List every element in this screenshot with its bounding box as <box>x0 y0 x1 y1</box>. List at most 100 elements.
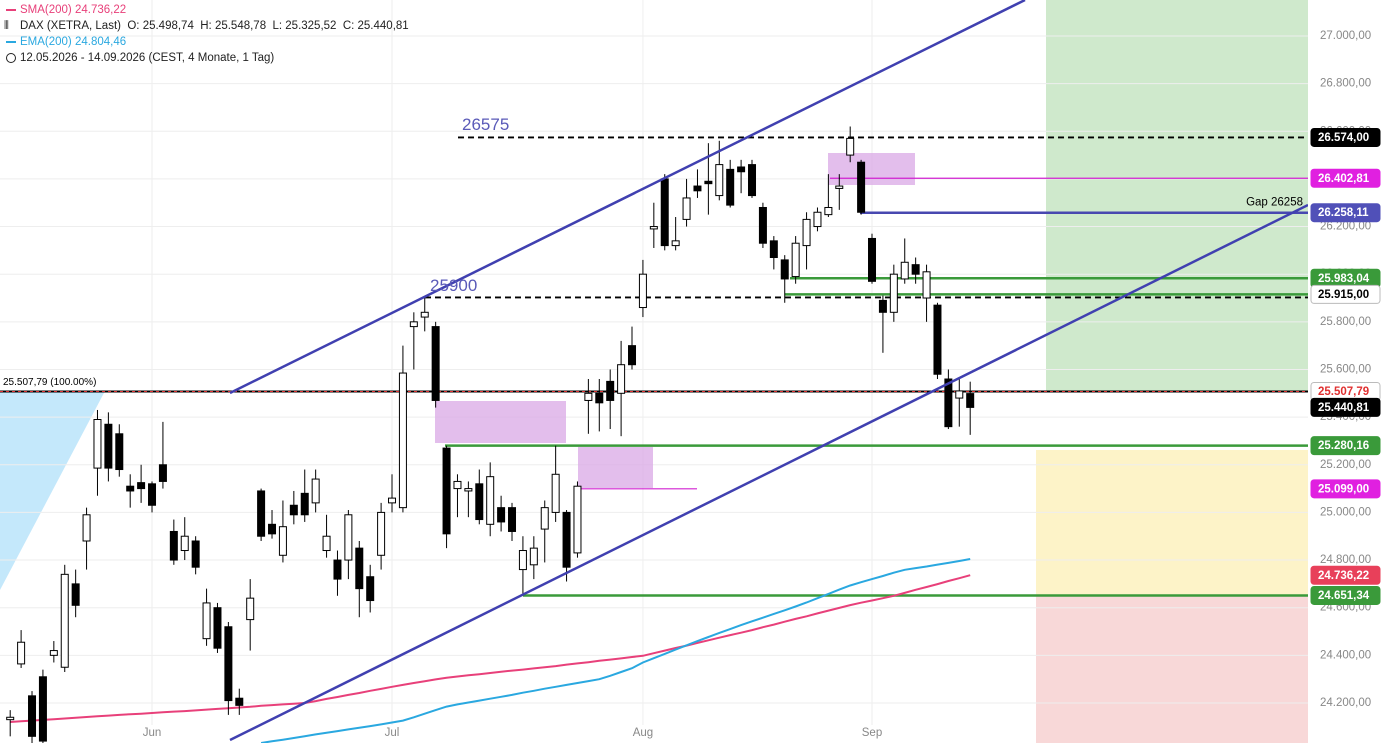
price-badge-label: 25.280,16 <box>1318 440 1369 452</box>
candle-body <box>268 523 277 535</box>
candle-body <box>802 218 811 247</box>
candle-body <box>366 576 375 602</box>
candle-body <box>857 161 866 213</box>
candle-body <box>846 137 855 156</box>
y-tick-label: 27.000,00 <box>1320 30 1371 42</box>
candle-body <box>475 483 484 521</box>
ma-line <box>10 574 971 723</box>
candle-body <box>322 535 331 552</box>
risk-zone <box>1036 595 1308 743</box>
candle-body <box>60 573 69 668</box>
candle-body <box>180 535 189 552</box>
x-tick-label: Jul <box>385 727 400 739</box>
candle-body <box>431 326 440 401</box>
candle-body <box>333 559 342 580</box>
candle-body <box>17 641 26 665</box>
candle-body <box>693 185 702 192</box>
candle-body <box>158 464 167 482</box>
candle-body <box>726 168 735 206</box>
candle-body <box>202 602 211 640</box>
candle-body <box>497 507 506 523</box>
candle-body <box>922 271 931 299</box>
candle-body <box>649 226 658 230</box>
ma-line <box>260 558 971 743</box>
candle-body <box>889 273 898 313</box>
y-tick-label: 25.200,00 <box>1320 459 1371 471</box>
candle-body <box>595 392 604 404</box>
candle-body <box>442 447 451 535</box>
support-zone <box>1036 450 1308 595</box>
background-zones <box>0 0 1308 743</box>
candle-body <box>82 514 91 542</box>
candle-body <box>38 676 47 742</box>
candle-body <box>540 507 549 530</box>
y-tick-label: 25.600,00 <box>1320 364 1371 376</box>
price-badge <box>1310 397 1381 417</box>
candle-body <box>126 485 135 492</box>
price-badge <box>1310 585 1381 605</box>
candle-body <box>289 504 298 516</box>
candle-body <box>638 273 647 309</box>
candle-body <box>791 242 800 278</box>
candle-body <box>235 697 244 706</box>
candle-body <box>300 492 309 516</box>
candle-body <box>6 716 15 721</box>
price-badge-label: 25.507,79 <box>1318 386 1369 398</box>
price-badge <box>1310 127 1381 147</box>
candle-body <box>617 364 626 394</box>
price-badge-label: 25.915,00 <box>1318 289 1369 301</box>
order-blocks <box>435 153 915 488</box>
x-tick-label: Sep <box>862 727 882 739</box>
fib-zone <box>0 391 105 590</box>
order-block <box>435 401 566 443</box>
y-tick-label: 24.200,00 <box>1320 697 1371 709</box>
price-badge-label: 26.574,00 <box>1318 132 1369 144</box>
candle-body <box>49 650 58 656</box>
level-lines <box>0 136 1308 597</box>
candle-body <box>213 607 222 649</box>
candle-body <box>464 488 473 492</box>
candle-body <box>398 372 407 509</box>
price-badge <box>1310 284 1381 304</box>
candle-body <box>28 695 37 737</box>
candle-body <box>246 597 255 621</box>
candle-body <box>191 540 200 568</box>
annotation: Gap 26258 <box>1246 197 1303 209</box>
candle-body <box>224 626 233 702</box>
candle-body <box>900 261 909 280</box>
candle-body <box>682 197 691 220</box>
candle-body <box>115 433 124 471</box>
candle-body <box>518 550 527 571</box>
candle-body <box>606 380 615 401</box>
candle-body <box>780 259 789 280</box>
price-badge-label: 24.651,34 <box>1318 590 1370 602</box>
y-tick-label: 26.200,00 <box>1320 221 1371 233</box>
annotation: 26575 <box>462 115 509 134</box>
plot <box>6 126 975 743</box>
candle-body <box>628 345 637 366</box>
candle-body <box>104 423 113 469</box>
candle-body <box>93 419 102 469</box>
price-badge <box>1310 168 1381 188</box>
annotation: 25.507,79 (100.00%) <box>3 377 96 388</box>
grid <box>0 0 1308 725</box>
candle-body <box>933 304 942 375</box>
candle-body <box>278 526 287 556</box>
candle-body <box>813 211 822 228</box>
candle-body <box>715 164 724 197</box>
candle-body <box>911 264 920 275</box>
candle-body <box>704 180 713 185</box>
candle-body <box>377 511 386 556</box>
price-badge-label: 24.736,22 <box>1318 570 1369 582</box>
candle-body <box>758 206 767 244</box>
x-tick-label: Jun <box>143 727 162 739</box>
candle-body <box>409 321 418 328</box>
candle-body <box>529 547 538 566</box>
range-label: 12.05.2026 - 14.09.2026 (CEST, 4 Monate,… <box>20 52 274 64</box>
price-badge-label: 25.440,81 <box>1318 402 1370 414</box>
candle-body <box>584 392 593 401</box>
candle-body <box>835 185 844 189</box>
legend-label: EMA(200) 24.804,46 <box>20 36 126 48</box>
candle-body <box>137 482 146 490</box>
